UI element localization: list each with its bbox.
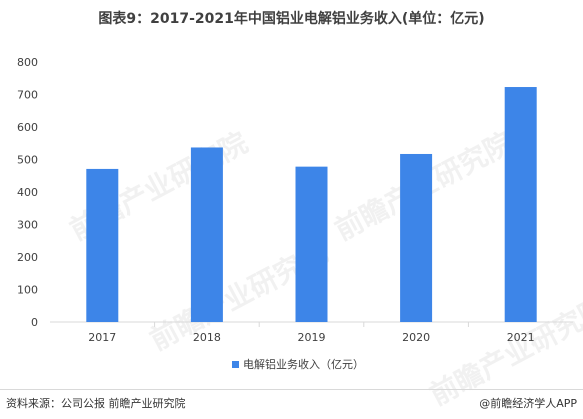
footer-divider [0,389,583,390]
x-tick-label: 2021 [507,331,535,344]
y-tick-label: 300 [17,219,38,232]
y-tick-label: 600 [17,121,38,134]
x-tick-label: 2017 [88,331,116,344]
x-tick-label: 2018 [193,331,221,344]
x-tick-label: 2019 [298,331,326,344]
y-tick-label: 500 [17,154,38,167]
y-tick-label: 700 [17,89,38,102]
brand-label: @前瞻经济学人APP [479,397,577,410]
legend-label: 电解铝业务收入（亿元） [243,358,364,371]
y-tick-label: 200 [17,251,38,264]
y-tick-label: 100 [17,284,38,297]
bar-chart: 0 100 200 300 400 500 600 700 800 2017 2018 2019 202… [17,56,573,344]
bar-2021 [504,87,537,323]
source-note: 资料来源：公司公报 前瞻产业研究院 [6,397,186,410]
x-tick-label: 2020 [402,331,430,344]
bar-2018 [190,147,223,322]
bar-2017 [86,168,119,322]
bar-2019 [295,166,328,322]
chart-title: 图表9：2017-2021年中国铝业电解铝业务收入(单位：亿元) [98,11,485,27]
chart-legend: 电解铝业务收入（亿元） [232,356,364,372]
legend-swatch [232,360,239,368]
bar-2020 [400,153,433,322]
y-tick-label: 800 [17,56,38,69]
y-tick-label: 0 [31,316,38,329]
y-tick-label: 400 [17,186,38,199]
